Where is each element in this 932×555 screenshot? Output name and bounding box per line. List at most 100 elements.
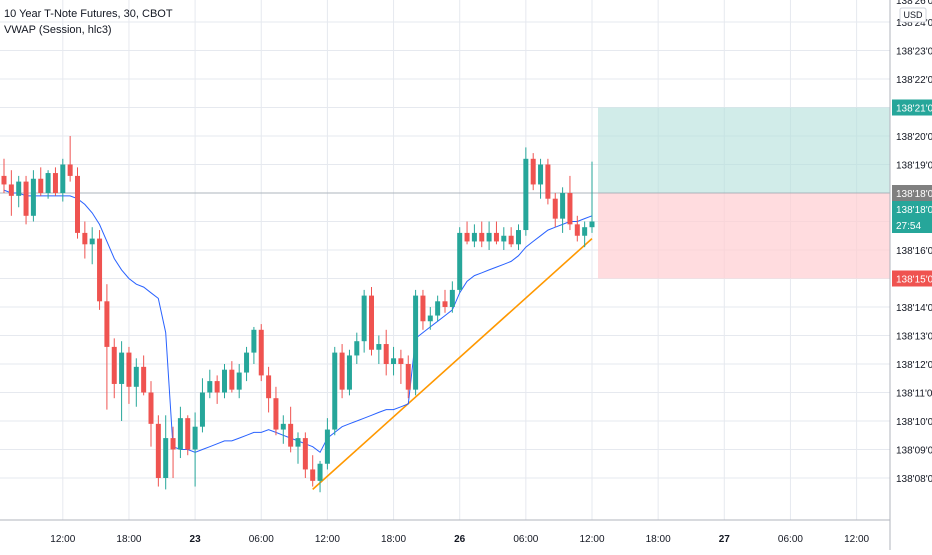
- candle: [192, 412, 198, 487]
- candle-body: [310, 469, 316, 481]
- candle: [332, 346, 338, 436]
- candle-body: [30, 178, 36, 216]
- candle: [199, 378, 205, 433]
- candle-body: [38, 178, 44, 193]
- candle: [361, 289, 367, 353]
- candle-body: [104, 301, 110, 347]
- candle-body: [405, 364, 411, 390]
- candle-body: [60, 164, 66, 193]
- candle-body: [582, 227, 588, 236]
- candle-body: [493, 232, 499, 242]
- y-tick-label-top: 138'26'0: [896, 0, 932, 7]
- stop-loss-badge: 138'15'0: [896, 275, 932, 286]
- candle: [141, 355, 147, 396]
- y-tick-label: 138'10'0: [896, 417, 932, 428]
- currency-box[interactable]: [899, 7, 927, 23]
- candle-body: [332, 352, 338, 430]
- loss-zone[interactable]: [598, 193, 890, 279]
- candle: [545, 158, 551, 205]
- x-tick-label: 23: [190, 534, 202, 545]
- candle: [52, 167, 58, 196]
- candle-body: [567, 193, 573, 225]
- candle-body: [413, 295, 419, 390]
- candle-body: [163, 438, 169, 478]
- x-tick-label: 26: [454, 534, 466, 545]
- candle-body: [155, 423, 161, 478]
- candle-body: [435, 301, 441, 316]
- profit-zone[interactable]: [598, 107, 890, 194]
- candle-body: [148, 392, 154, 424]
- trend-line[interactable]: [312, 238, 593, 490]
- candle: [427, 307, 433, 330]
- x-tick-label: 06:00: [778, 534, 803, 545]
- candle: [508, 227, 514, 248]
- candle: [501, 227, 507, 250]
- candle: [574, 215, 580, 242]
- stop-loss-badge-bg: [892, 270, 932, 287]
- candle: [523, 147, 529, 236]
- candle: [170, 426, 176, 478]
- candle-body: [75, 175, 80, 233]
- candle-body: [67, 164, 73, 176]
- candle: [516, 224, 521, 250]
- candle: [339, 344, 345, 399]
- position-tool[interactable]: [0, 107, 890, 279]
- y-tick-label: 138'11'0: [896, 389, 932, 400]
- candle-body: [346, 355, 352, 390]
- candle: [324, 418, 330, 470]
- candle: [376, 335, 382, 364]
- candle-body: [45, 173, 51, 193]
- candle: [560, 187, 566, 233]
- candle: [486, 221, 492, 250]
- candle: [346, 349, 352, 396]
- candle-body: [52, 173, 58, 193]
- candle-body: [457, 232, 463, 290]
- currency-label[interactable]: USD: [903, 10, 923, 20]
- countdown-badge: 27:54: [896, 221, 921, 232]
- candle-body: [427, 315, 433, 322]
- candle-body: [442, 301, 448, 307]
- candle: [16, 175, 22, 208]
- candle-body: [23, 181, 29, 216]
- y-tick-label: 138'24'0: [896, 18, 932, 29]
- y-tick-label: 138'13'0: [896, 332, 932, 343]
- candle: [111, 338, 117, 399]
- candle-body: [486, 232, 492, 242]
- candle-body: [236, 372, 242, 390]
- candle: [383, 329, 389, 376]
- candle-body: [266, 375, 272, 399]
- candle-body: [185, 418, 191, 450]
- candle-body: [207, 381, 213, 393]
- candle-body: [538, 164, 544, 185]
- candle-body: [229, 369, 235, 390]
- x-tick-label: 27: [719, 534, 731, 545]
- candle: [295, 432, 301, 464]
- candle-body: [420, 295, 426, 322]
- candle: [266, 366, 272, 413]
- candle: [302, 432, 308, 478]
- candle: [354, 332, 360, 364]
- candle: [317, 460, 323, 493]
- take-profit-badge: 138'21'0: [896, 104, 932, 115]
- candle-body: [369, 295, 374, 350]
- candle-body: [295, 438, 301, 447]
- y-tick-label: 138'09'0: [896, 446, 932, 457]
- candlestick-series: [1, 136, 595, 493]
- candle: [280, 415, 286, 444]
- candle-body: [376, 344, 382, 350]
- candle: [251, 326, 257, 364]
- candle-body: [16, 181, 22, 196]
- candle: [464, 221, 470, 245]
- candle-body: [288, 423, 294, 447]
- candle: [471, 224, 477, 248]
- candle-body: [214, 381, 220, 393]
- candle-body: [126, 352, 132, 387]
- candle-body: [273, 398, 279, 430]
- candle-body: [119, 352, 125, 384]
- candle: [457, 227, 463, 293]
- candle: [126, 346, 132, 404]
- candle: [288, 406, 294, 453]
- candle: [222, 364, 227, 399]
